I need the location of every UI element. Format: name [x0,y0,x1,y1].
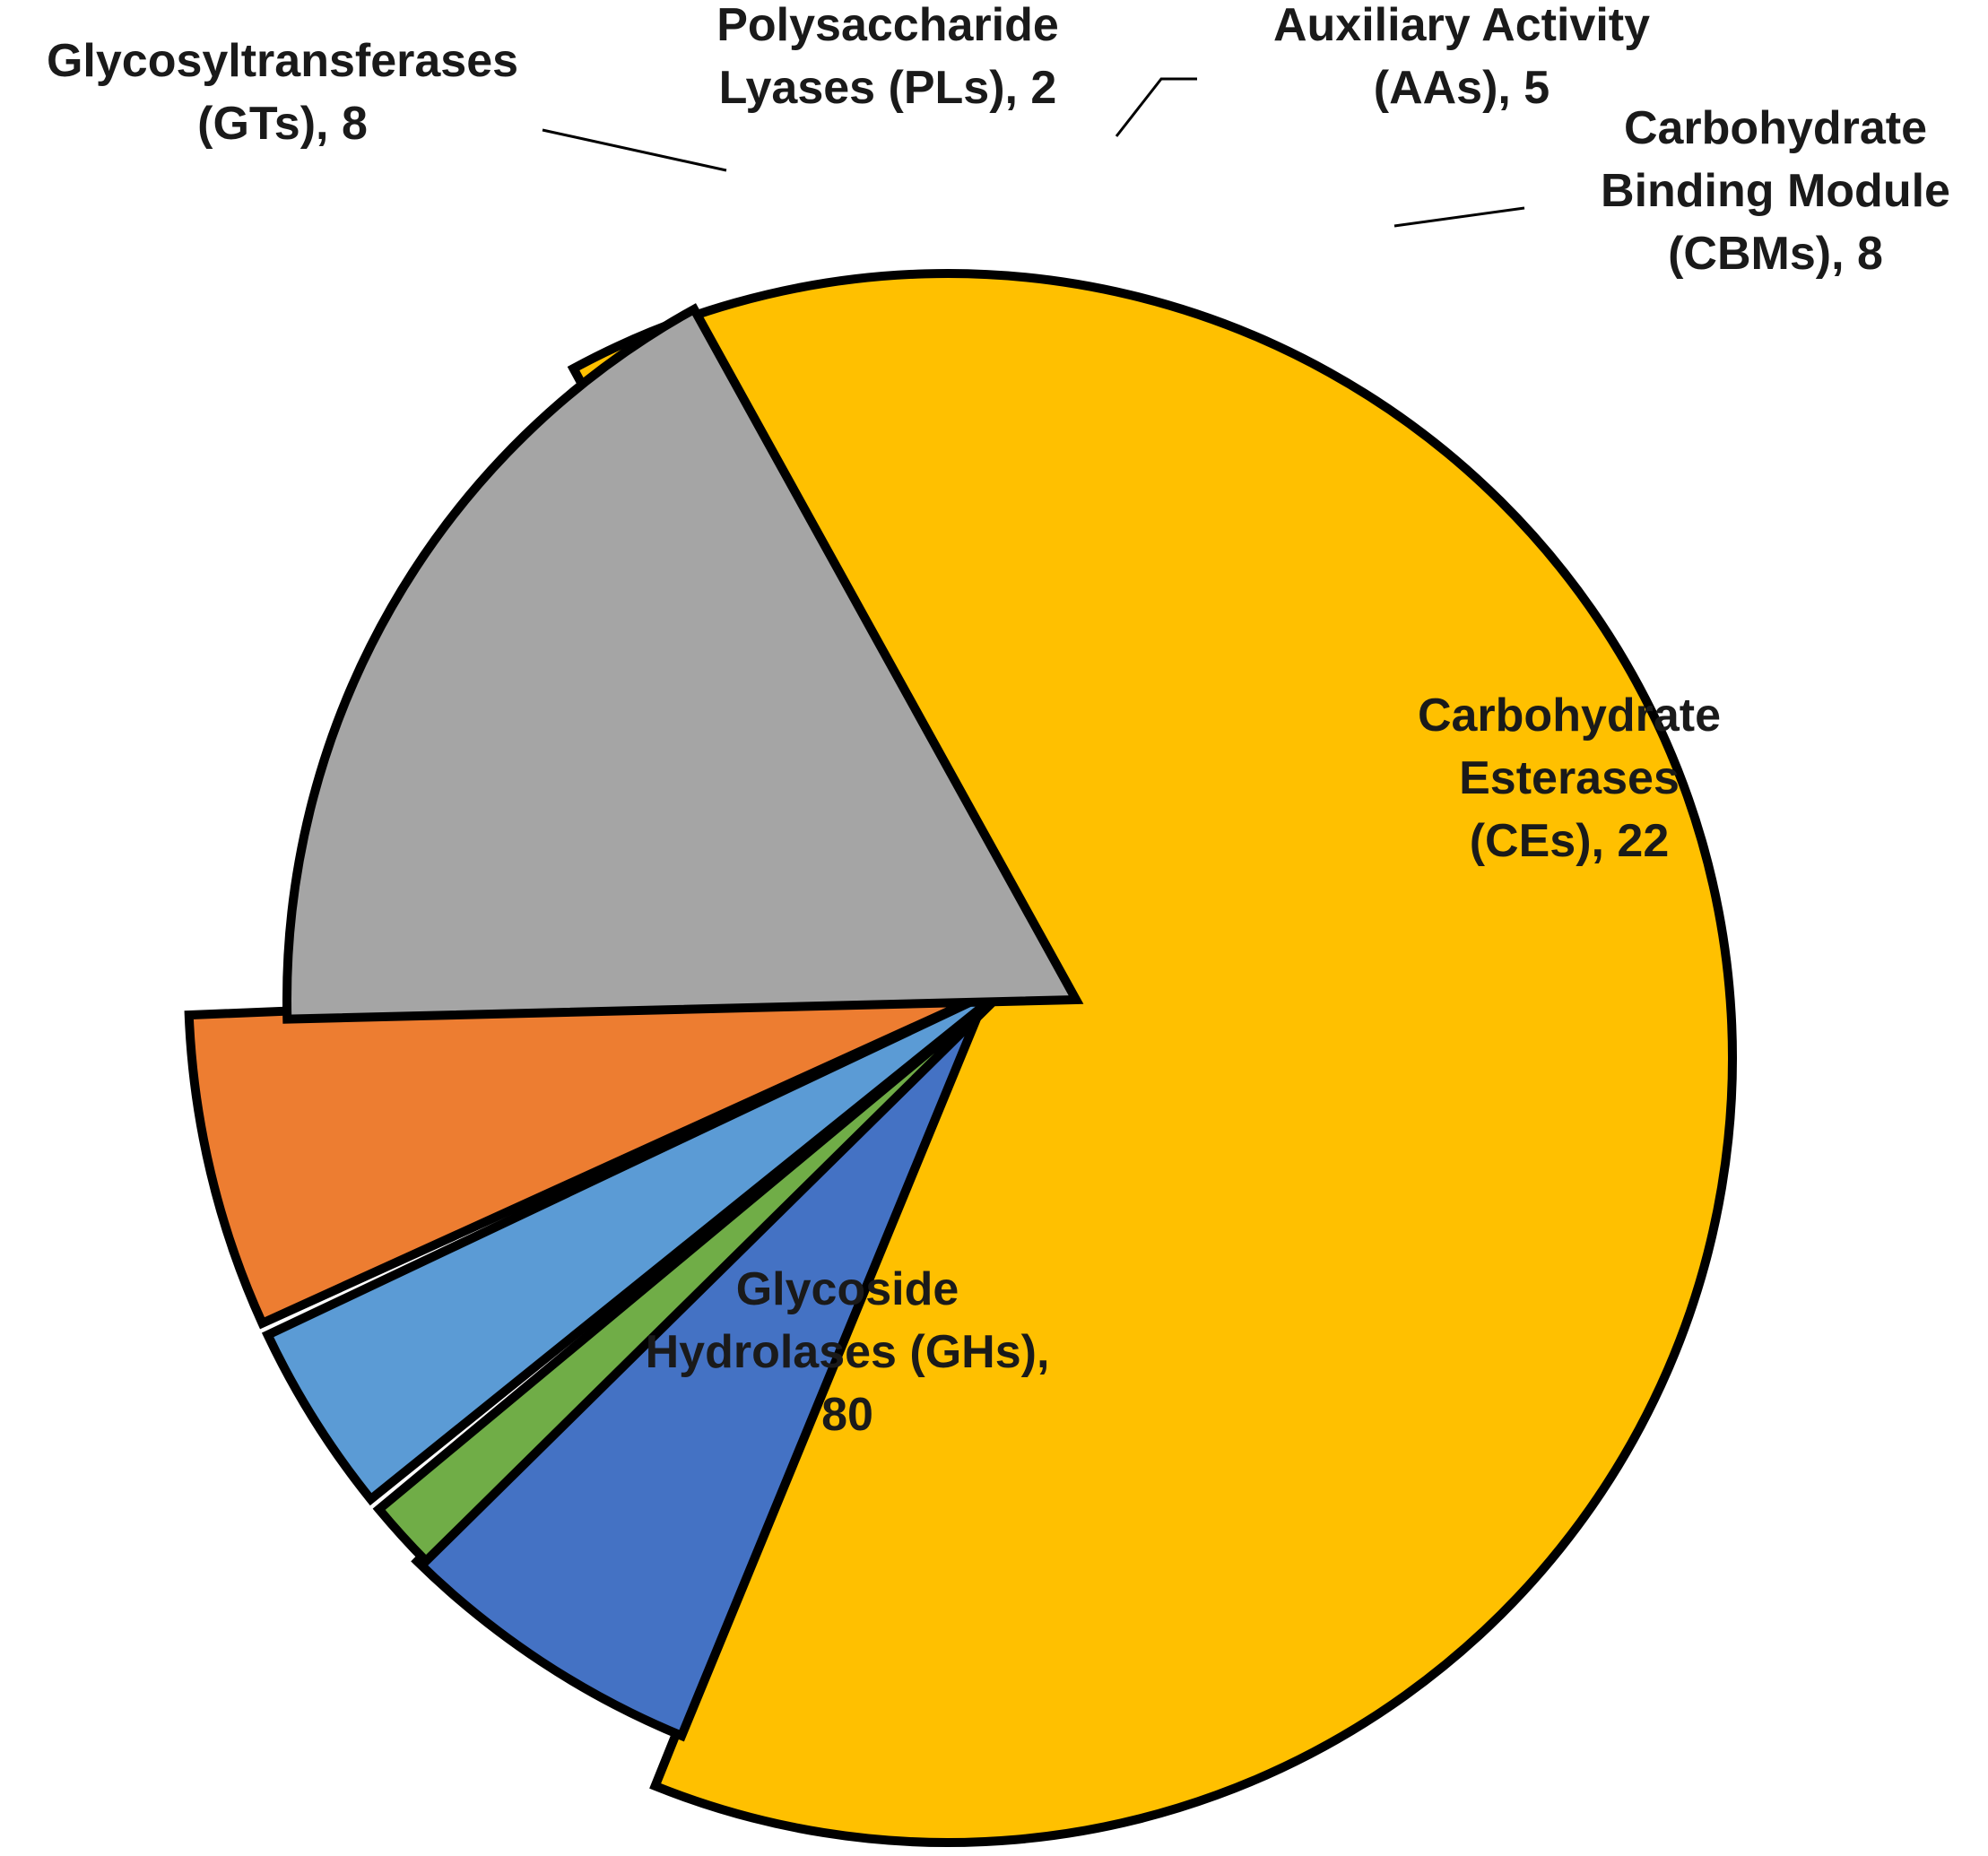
leader-carbohydrate-binding-module [1393,206,1525,228]
pie-slices [184,269,1737,1847]
label-line: 80 [821,1389,873,1441]
label-line: Glycoside [736,1263,959,1315]
label-glycosyltransferases: Glycosyltransferases (GTs), 8 [47,35,518,150]
label-carbohydrate-esterases: Carbohydrate Esterases (CEs), 22 [1418,689,1721,867]
slice-carbohydrate-esterases [282,303,1084,1024]
slice-carbohydrate-binding-module [184,977,1016,1330]
label-line: (CBMs), 8 [1668,228,1883,280]
label-line: Polysaccharide [716,0,1059,51]
label-glycoside-hydrolases: Glycoside Hydrolases (GHs), 80 [646,1263,1050,1441]
label-line: Lyases (PLs), 2 [719,62,1057,114]
slice-polysaccharide-lyases [372,978,1017,1568]
label-line: Esterases [1459,752,1680,804]
slice-auxiliary-activity [261,977,1017,1506]
label-line: (CEs), 22 [1470,815,1670,867]
label-line: Auxiliary Activity [1273,0,1650,51]
leader-lines [542,77,1525,228]
label-line: Hydrolases (GHs), [646,1326,1050,1378]
label-line: (GTs), 8 [197,98,368,150]
leader-polysaccharide-lyases [1115,77,1197,137]
label-carbohydrate-binding-module: Carbohydrate Binding Module (CBMs), 8 [1601,102,1950,280]
label-line: (AAs), 5 [1374,62,1550,114]
leader-glycosyltransferases [542,128,727,172]
label-line: Carbohydrate [1418,689,1721,742]
slice-labels: Glycoside Hydrolases (GHs), 80 Glycosyltran… [47,0,1950,1441]
label-polysaccharide-lyases: Polysaccharide Lyases (PLs), 2 [716,0,1059,114]
label-auxiliary-activity: Auxiliary Activity (AAs), 5 [1273,0,1650,114]
slice-glycosyltransferases [411,969,1000,1742]
label-line: Carbohydrate [1624,102,1927,154]
label-line: Binding Module [1601,165,1950,217]
label-line: Glycosyltransferases [47,35,518,87]
